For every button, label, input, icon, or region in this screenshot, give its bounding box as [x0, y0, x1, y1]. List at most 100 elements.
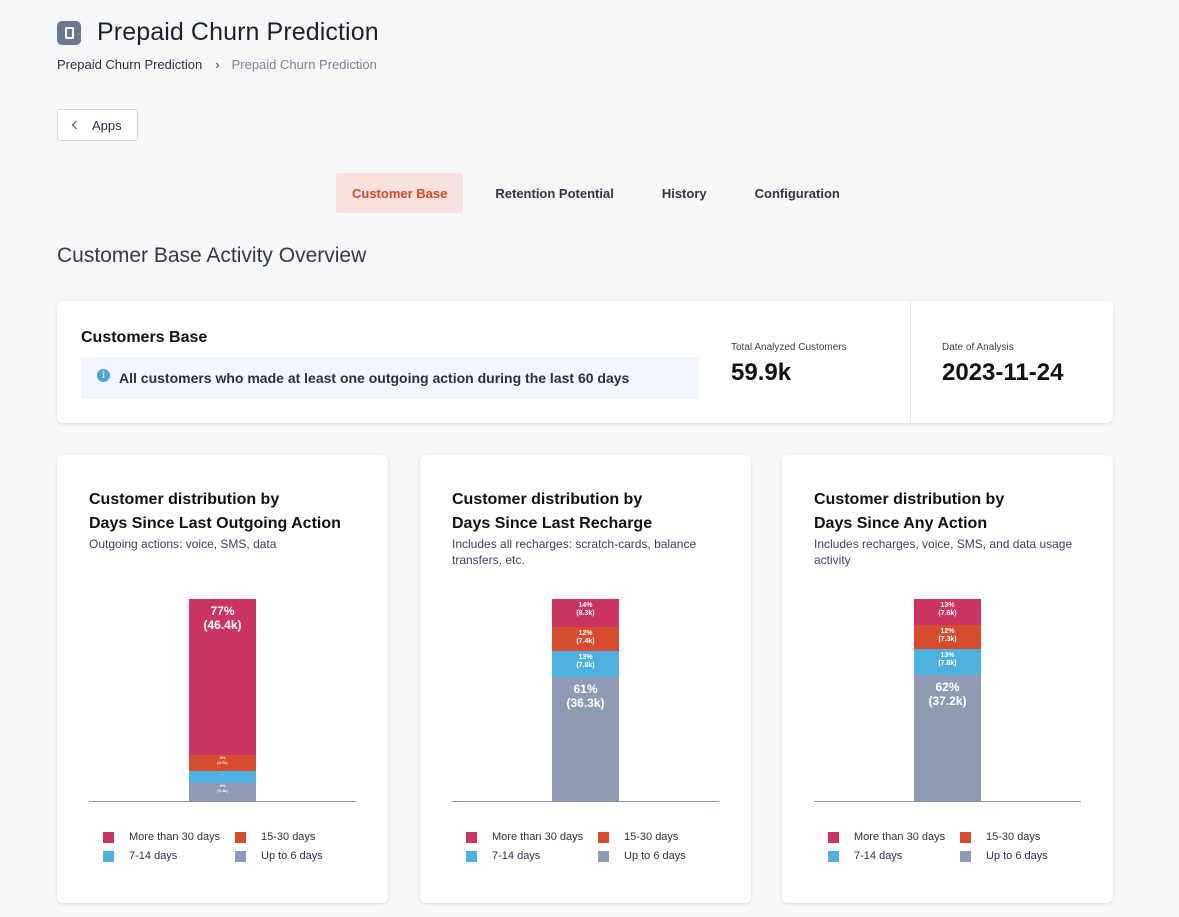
legend-swatch: [103, 831, 114, 843]
legend-item-more-than-30-days[interactable]: More than 30 days: [466, 831, 598, 843]
segment-count-label: (7.3k): [938, 636, 957, 644]
chart-title: Customer distribution by Days Since Any …: [814, 488, 1094, 536]
legend-item-15-30-days[interactable]: 15-30 days: [235, 831, 345, 843]
segment-count-label: (8.3k): [576, 610, 595, 618]
segment-percent-label: 14%: [578, 602, 593, 609]
chart-title-line2: Days Since Last Recharge: [452, 515, 653, 532]
legend-label: 7-14 days: [129, 850, 178, 862]
stacked-bar-plot: 62% (37.2k) 13% (7.8k) 12% (7.3k) 13% (7.6k): [814, 455, 1081, 802]
tab-history[interactable]: History: [661, 185, 707, 201]
analysis-date-value: 2023-11-24: [942, 359, 1064, 386]
chart-card-outgoing-action: Customer distribution by Days Since Last…: [57, 455, 388, 903]
segment-count-label: (7.8k): [576, 662, 595, 670]
tab-retention-potential[interactable]: Retention Potential: [495, 185, 614, 201]
stacked-bar-plot: 61% (36.3k) 13% (7.8k) 12% (7.4k) 14% (8.3k): [452, 455, 719, 802]
bar-segment-more-than-30-days[interactable]: 14% (8.3k): [552, 599, 619, 627]
legend-swatch: [235, 831, 246, 843]
legend-item-more-than-30-days[interactable]: More than 30 days: [828, 831, 960, 843]
app-logo-icon: [57, 20, 81, 45]
bar-segment-up-to-6-days[interactable]: 62% (37.2k): [914, 675, 981, 801]
analysis-date-stat: Date of Analysis 2023-11-24: [942, 342, 1063, 387]
customers-base-title: Customers Base: [81, 329, 208, 346]
legend-item-more-than-30-days[interactable]: More than 30 days: [103, 831, 235, 843]
legend-item-up-to-6-days[interactable]: Up to 6 days: [960, 850, 1070, 862]
section-title: Customer Base Activity Overview: [57, 244, 367, 267]
bar-segment-up-to-6-days[interactable]: 61% (36.3k): [552, 677, 619, 801]
segment-percent-label: 13%: [940, 652, 955, 659]
legend-label: 15-30 days: [624, 831, 679, 843]
back-to-apps-button[interactable]: Apps: [57, 109, 138, 141]
total-customers-stat: Total Analyzed Customers 59.9k: [731, 342, 847, 387]
stacked-bar[interactable]: 9% (5.4k) -8% (4.7k) 77% (46.4k): [189, 599, 256, 801]
chart-title-line1: Customer distribution by: [89, 491, 280, 508]
segment-percent-label: 13%: [940, 602, 955, 609]
chart-title-line2: Days Since Any Action: [814, 515, 988, 532]
stat-divider: [910, 301, 911, 423]
tab-customer-base[interactable]: Customer Base: [336, 173, 464, 213]
bar-segment-7-14-days[interactable]: -: [189, 771, 256, 783]
chart-baseline: [814, 801, 1081, 802]
legend-swatch: [466, 850, 477, 862]
total-customers-label: Total Analyzed Customers: [731, 342, 847, 353]
segment-percent-label: 12%: [578, 630, 593, 637]
legend-item-up-to-6-days[interactable]: Up to 6 days: [235, 850, 345, 862]
legend-label: More than 30 days: [129, 831, 221, 843]
stacked-bar-plot: 9% (5.4k) -8% (4.7k) 77% (46.4k): [89, 455, 356, 802]
segment-count-label: (36.3k): [566, 695, 605, 710]
legend-swatch: [103, 850, 114, 862]
segment-count-label: (46.4k): [203, 617, 242, 632]
breadcrumb-item-root[interactable]: Prepaid Churn Prediction: [57, 57, 203, 72]
app-header: Prepaid Churn Prediction: [57, 18, 379, 47]
chart-baseline: [452, 801, 719, 802]
bar-segment-7-14-days[interactable]: 13% (7.8k): [914, 649, 981, 675]
legend-item-7-14-days[interactable]: 7-14 days: [103, 850, 235, 862]
tab-configuration[interactable]: Configuration: [754, 185, 840, 201]
legend-label: Up to 6 days: [986, 850, 1048, 862]
legend-label: Up to 6 days: [624, 850, 686, 862]
bar-segment-15-30-days[interactable]: 12% (7.4k): [552, 627, 619, 651]
legend-item-15-30-days[interactable]: 15-30 days: [598, 831, 708, 843]
legend-swatch: [828, 850, 839, 862]
bar-segment-more-than-30-days[interactable]: 13% (7.6k): [914, 599, 981, 625]
segment-percent-label: 12%: [940, 628, 955, 635]
legend-swatch: [960, 831, 971, 843]
legend-swatch: [828, 831, 839, 843]
chart-subtitle: Outgoing actions: voice, SMS, data: [89, 537, 277, 551]
bar-segment-up-to-6-days[interactable]: 9% (5.4k): [189, 783, 256, 801]
legend-swatch: [598, 831, 609, 843]
legend-item-up-to-6-days[interactable]: Up to 6 days: [598, 850, 708, 862]
segment-percent-label: 8%: [219, 755, 226, 760]
legend-item-7-14-days[interactable]: 7-14 days: [466, 850, 598, 862]
bar-segment-7-14-days[interactable]: 13% (7.8k): [552, 651, 619, 677]
stacked-bar[interactable]: 62% (37.2k) 13% (7.8k) 12% (7.3k) 13% (7.6k): [914, 599, 981, 801]
legend-label: 7-14 days: [492, 850, 541, 862]
segment-count-label: (4.7k): [217, 759, 228, 765]
chart-legend: More than 30 days 15-30 days 7-14 days Up t…: [466, 831, 716, 862]
analysis-date-label: Date of Analysis: [942, 342, 1014, 353]
segment-count-label: (7.6k): [938, 610, 957, 618]
bar-segment-15-30-days[interactable]: 8% (4.7k): [189, 755, 256, 771]
segment-count-label: (7.4k): [576, 638, 595, 646]
segment-count-label: (5.4k): [217, 787, 228, 793]
stacked-bar[interactable]: 61% (36.3k) 13% (7.8k) 12% (7.4k) 14% (8.3k): [552, 599, 619, 801]
legend-item-15-30-days[interactable]: 15-30 days: [960, 831, 1070, 843]
legend-swatch: [960, 850, 971, 862]
bar-segment-15-30-days[interactable]: 12% (7.3k): [914, 625, 981, 649]
segment-count-label: (7.8k): [938, 660, 957, 668]
segment-percent-label: 62%: [935, 680, 960, 694]
chart-card-last-recharge: Customer distribution by Days Since Last…: [420, 455, 751, 903]
segment-percent-label: -: [221, 771, 224, 776]
segment-percent-label: 61%: [573, 682, 598, 696]
legend-label: More than 30 days: [854, 831, 946, 843]
apps-button-label: Apps: [92, 117, 122, 133]
legend-label: Up to 6 days: [261, 850, 323, 862]
legend-swatch: [598, 850, 609, 862]
breadcrumb: Prepaid Churn Prediction › Prepaid Churn…: [57, 57, 377, 72]
page-title: Prepaid Churn Prediction: [97, 18, 379, 46]
chart-subtitle: Includes all recharges: scratch-cards, b…: [452, 537, 697, 567]
legend-item-7-14-days[interactable]: 7-14 days: [828, 850, 960, 862]
chart-title: Customer distribution by Days Since Last…: [89, 488, 369, 536]
bar-segment-more-than-30-days[interactable]: 77% (46.4k): [189, 599, 256, 755]
info-text: All customers who made at least one outg…: [119, 370, 630, 386]
tab-bar: Customer Base Retention Potential Histor…: [336, 173, 840, 213]
